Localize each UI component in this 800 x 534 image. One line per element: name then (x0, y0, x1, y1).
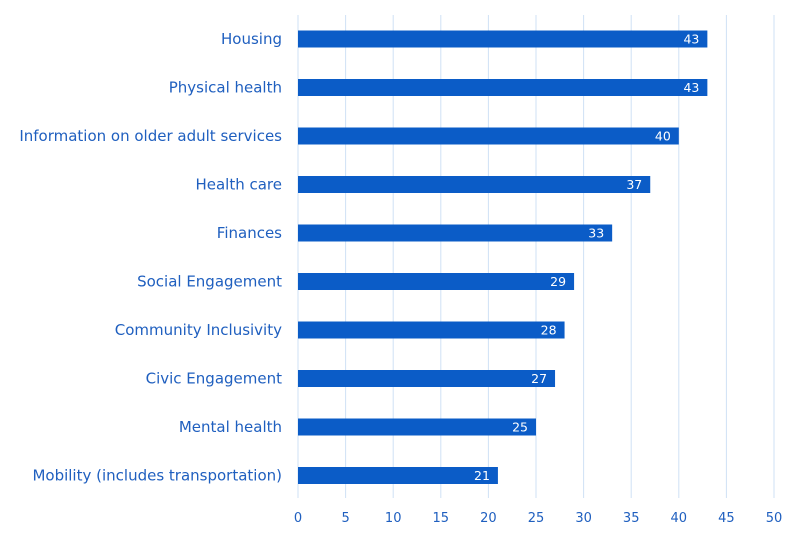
category-label: Community Inclusivity (115, 321, 282, 339)
bar-value-label: 43 (683, 80, 699, 95)
bar-value-label: 33 (588, 226, 604, 241)
x-tick-label: 25 (528, 511, 545, 526)
x-tick-label: 30 (575, 511, 592, 526)
x-tick-label: 50 (766, 511, 783, 526)
x-tick-label: 15 (433, 511, 450, 526)
bar-value-label: 25 (512, 420, 528, 435)
category-label: Social Engagement (137, 273, 282, 291)
bar-value-label: 21 (474, 468, 490, 483)
category-label: Mobility (includes transportation) (32, 467, 282, 485)
x-tick-label: 45 (718, 511, 735, 526)
x-tick-label: 35 (623, 511, 640, 526)
bar-value-label: 43 (683, 32, 699, 47)
bars: 43 43 40 37 33 29 28 27 25 21 (298, 30, 708, 484)
x-tick-label: 10 (385, 511, 402, 526)
category-label: Civic Engagement (146, 370, 282, 388)
category-labels: Housing Physical health Information on old… (19, 30, 282, 485)
bar-6 (298, 273, 575, 290)
category-label: Information on older adult services (19, 127, 282, 145)
bar-3 (298, 127, 679, 145)
bar-2 (298, 79, 708, 96)
category-label: Health care (195, 176, 282, 194)
bar-9 (298, 418, 536, 436)
bar-7 (298, 321, 565, 339)
bar-1 (298, 30, 708, 48)
bar-10 (298, 467, 498, 484)
bar-value-label: 37 (626, 177, 642, 192)
bar-5 (298, 224, 613, 242)
x-tick-label: 5 (341, 511, 349, 526)
x-tick-label: 20 (480, 511, 497, 526)
category-label: Housing (221, 30, 282, 48)
category-label: Finances (217, 224, 282, 242)
bar-8 (298, 370, 556, 387)
category-label: Mental health (179, 418, 282, 436)
category-label: Physical health (169, 79, 282, 97)
bar-value-label: 29 (550, 274, 566, 289)
x-tick-label: 40 (671, 511, 688, 526)
x-axis-ticks: 0 5 10 15 20 25 30 35 40 45 50 (294, 511, 782, 526)
bar-4 (298, 176, 651, 193)
x-tick-label: 0 (294, 511, 302, 526)
bar-value-label: 40 (655, 129, 671, 144)
bar-value-label: 28 (541, 323, 557, 338)
bar-value-label: 27 (531, 371, 547, 386)
